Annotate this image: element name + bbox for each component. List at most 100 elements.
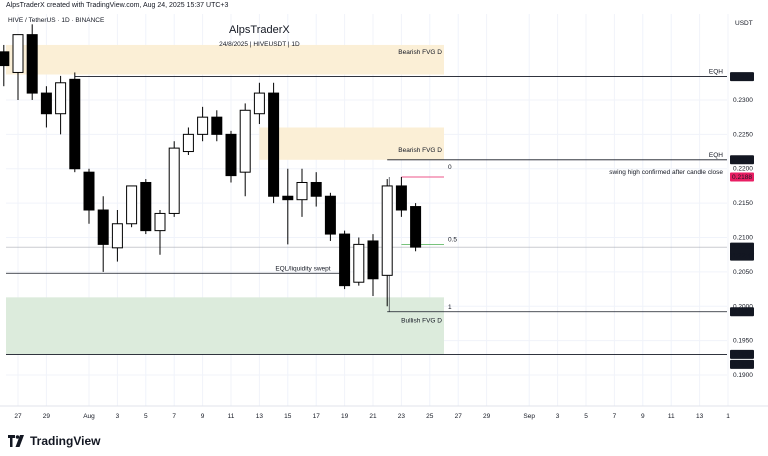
- price-tag-label: 0.1930: [732, 351, 752, 358]
- y-tick-label: 0.2200: [733, 166, 753, 173]
- price-tag-label: 0.2334: [732, 74, 752, 81]
- x-tick-label: 7: [172, 413, 176, 420]
- price-tag-label: 0.1930: [732, 361, 752, 368]
- watermark-subtitle: 24/8/2025 | HIVEUSDT | 1D: [219, 41, 300, 48]
- level-label-fib-mid: 0.5: [448, 236, 457, 243]
- level-label-eqh-mid: EQH: [709, 152, 723, 159]
- candle-body[interactable]: [211, 116, 223, 135]
- level-label-fib-one: 1: [448, 304, 452, 311]
- y-tick-label: 0.1900: [733, 372, 753, 379]
- candle-body[interactable]: [40, 92, 52, 115]
- candle-body[interactable]: [69, 78, 81, 170]
- y-tick-label: 0.1950: [733, 338, 753, 345]
- x-tick-label: 9: [201, 413, 205, 420]
- x-tick-label: Aug: [83, 413, 95, 420]
- candle-body[interactable]: [339, 233, 351, 287]
- level-label-eql: EQL/liquidity swept: [275, 265, 330, 272]
- x-tick-label: 9: [641, 413, 645, 420]
- x-tick-label: 17: [313, 413, 321, 420]
- x-tick-label: 3: [116, 413, 120, 420]
- x-tick-label: 15: [284, 413, 292, 420]
- x-tick-label: 5: [584, 413, 588, 420]
- candle-body[interactable]: [168, 147, 180, 214]
- candle-body[interactable]: [0, 51, 10, 67]
- fvg-zone-bear: [259, 127, 444, 160]
- x-tick-label: 1: [726, 413, 730, 420]
- x-tick-label: 13: [256, 413, 264, 420]
- candle-body[interactable]: [126, 185, 138, 225]
- candle-body[interactable]: [296, 181, 308, 201]
- candle-body[interactable]: [324, 195, 336, 235]
- candle-body[interactable]: [26, 34, 38, 94]
- candle-body[interactable]: [239, 109, 251, 173]
- y-tick-label: 0.2300: [733, 97, 753, 104]
- price-tag: [730, 155, 754, 165]
- candle-body[interactable]: [182, 133, 194, 153]
- tradingview-logo-icon: [8, 435, 24, 447]
- x-tick-label: 27: [14, 413, 22, 420]
- y-tick-label: 0.2100: [733, 235, 753, 242]
- price-tag: [730, 349, 754, 359]
- axis-unit: USDT: [735, 20, 753, 27]
- price-tag-label: 0.2213: [732, 157, 752, 164]
- x-tick-label: 29: [483, 413, 491, 420]
- x-tick-label: 11: [228, 413, 235, 420]
- x-tick-label: 13: [696, 413, 704, 420]
- fvg-zone-bull: [6, 297, 444, 355]
- x-tick-label: 11: [668, 413, 675, 420]
- footer: TradingView: [0, 428, 768, 456]
- price-tag: [730, 307, 754, 317]
- x-tick-label: 7: [613, 413, 617, 420]
- candle-body[interactable]: [97, 209, 109, 245]
- candle-body[interactable]: [282, 195, 294, 201]
- top-bar: AlpsTraderX created with TradingView.com…: [0, 0, 768, 14]
- x-tick-label: 27: [455, 413, 463, 420]
- candle-body[interactable]: [225, 133, 237, 177]
- price-tag-label: 0.1992: [732, 309, 752, 316]
- fvg-label: Bearish FVG D: [398, 147, 442, 154]
- candle-body[interactable]: [253, 92, 265, 115]
- level-label-swing-high: swing high confirmed after candle close: [609, 169, 723, 176]
- candle-body[interactable]: [410, 206, 422, 248]
- candle-body[interactable]: [55, 82, 67, 115]
- created-by-text: AlpsTraderX created with TradingView.com…: [6, 2, 229, 9]
- candle-body[interactable]: [197, 116, 209, 135]
- y-tick-label: 0.2250: [733, 131, 753, 138]
- candle-body[interactable]: [140, 181, 152, 232]
- tradingview-logo[interactable]: TradingView: [8, 434, 100, 448]
- candle-body[interactable]: [154, 212, 166, 232]
- x-tick-label: 3: [556, 413, 560, 420]
- x-tick-label: Sep: [523, 413, 535, 420]
- candle-body[interactable]: [353, 243, 365, 283]
- price-tag-label: 0.2188: [732, 174, 752, 181]
- candle-body[interactable]: [12, 34, 24, 73]
- x-tick-label: 25: [426, 413, 434, 420]
- candle-body[interactable]: [83, 171, 95, 211]
- candle-body[interactable]: [111, 223, 123, 249]
- tradingview-brand: TradingView: [30, 434, 101, 448]
- candle-body[interactable]: [367, 240, 379, 280]
- y-tick-label: 0.2150: [733, 200, 753, 207]
- level-label-eqh-top: EQH: [709, 69, 723, 76]
- price-tag: [730, 72, 754, 82]
- watermark-title: AlpsTraderX: [229, 24, 290, 36]
- symbol-line: HIVE / TetherUS · 1D · BINANCE: [8, 17, 105, 24]
- fvg-label: Bullish FVG D: [401, 317, 442, 324]
- x-tick-label: 21: [369, 413, 377, 420]
- x-tick-label: 23: [398, 413, 406, 420]
- candle-body[interactable]: [381, 185, 393, 276]
- price-tag: [730, 359, 754, 369]
- x-tick-label: 29: [43, 413, 51, 420]
- fvg-zone-bear: [6, 44, 444, 75]
- x-tick-label: 19: [341, 413, 349, 420]
- candle-body[interactable]: [268, 92, 280, 197]
- candle-body[interactable]: [310, 181, 322, 197]
- price-tag-countdown: 11:22:47: [730, 253, 755, 260]
- candle-body[interactable]: [395, 185, 407, 211]
- y-tick-label: 0.2000: [733, 303, 753, 310]
- fib-zero-label: 0: [448, 164, 452, 171]
- x-tick-label: 5: [144, 413, 148, 420]
- fvg-label: Bearish FVG D: [398, 49, 442, 56]
- price-tag-label: 0.2086: [732, 244, 752, 251]
